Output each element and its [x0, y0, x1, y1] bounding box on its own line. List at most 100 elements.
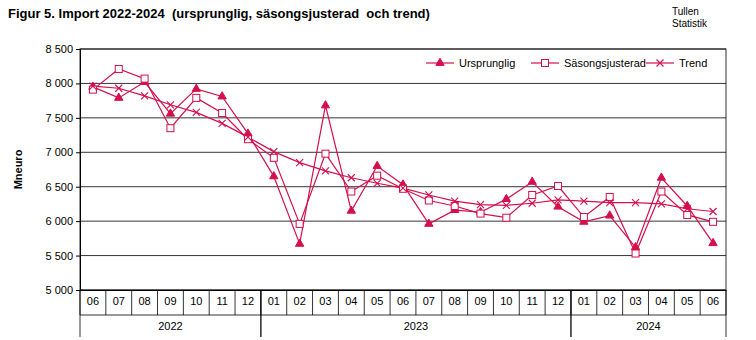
data-point	[193, 94, 200, 101]
data-point	[477, 201, 484, 208]
category-separator	[209, 290, 210, 315]
y-axis-title: Mneuro	[12, 149, 24, 189]
category-separator	[622, 290, 623, 315]
x-tick: 03	[319, 290, 331, 307]
x-tick-label: 08	[138, 295, 150, 307]
group-separator	[726, 290, 727, 337]
y-tick-label: 6 000	[45, 215, 73, 227]
x-tick: 05	[371, 290, 383, 307]
data-point	[167, 101, 174, 108]
x-tick: 11	[526, 290, 537, 307]
data-point	[321, 101, 329, 108]
x-axis: 0607080910111201020304050607080910111201…	[81, 290, 727, 307]
group-label: 2022	[158, 320, 182, 332]
y-tick-mark	[76, 221, 80, 222]
x-tick: 07	[113, 290, 125, 307]
category-separator	[493, 290, 494, 315]
x-tick-label: 09	[164, 295, 176, 307]
data-point	[244, 129, 252, 136]
x-tick-label: 02	[604, 295, 616, 307]
y-tick: 7 000	[45, 146, 80, 158]
series-line	[93, 86, 713, 211]
category-separator	[596, 290, 597, 315]
data-point	[400, 185, 407, 192]
x-tick-label: 06	[87, 295, 99, 307]
annotation: Statistik	[672, 18, 708, 29]
x-tick-label: 10	[190, 295, 202, 307]
x-tick-label: 03	[629, 295, 641, 307]
data-point	[606, 211, 614, 218]
legend-item: Ursprunglig	[426, 57, 515, 69]
x-tick: 06	[397, 290, 409, 307]
data-point	[580, 198, 587, 205]
x-axis-line	[81, 290, 727, 291]
data-point	[658, 188, 665, 195]
y-tick-label: 7 000	[45, 146, 73, 158]
x-tick-label: 05	[371, 295, 383, 307]
x-tick: 04	[345, 290, 357, 307]
x-tick: 02	[604, 290, 616, 307]
x-tick-label: 08	[449, 295, 461, 307]
x-tick-label: 07	[423, 295, 435, 307]
y-tick-mark	[76, 83, 80, 84]
x-tick-label: 05	[681, 295, 693, 307]
y-axis: 5 0005 5006 0006 5007 0007 5008 0008 500	[45, 43, 80, 296]
legend: Ursprunglig SäsongsjusteradTrend	[426, 57, 707, 69]
y-tick-label: 8 000	[45, 77, 73, 89]
x-tick: 01	[578, 290, 590, 307]
data-point	[219, 120, 226, 127]
data-point	[141, 92, 148, 99]
series-line	[93, 82, 713, 247]
category-separator	[390, 290, 391, 315]
category-separator	[519, 290, 520, 315]
data-point	[555, 183, 562, 190]
y-tick: 8 500	[45, 43, 80, 55]
category-separator	[700, 290, 701, 315]
data-point	[193, 109, 200, 116]
category-separator	[415, 290, 416, 315]
grid	[80, 49, 726, 290]
series-area	[89, 65, 717, 257]
category-row-line	[80, 315, 726, 316]
group-label: 2024	[636, 320, 660, 332]
data-point	[115, 93, 123, 100]
x-tick-label: 04	[345, 295, 357, 307]
data-point	[529, 200, 536, 207]
data-point	[710, 208, 717, 215]
data-point	[529, 191, 536, 198]
x-tick: 10	[190, 290, 202, 307]
data-point	[451, 198, 458, 205]
grid-line	[80, 83, 726, 84]
legend-item: Säsongsjusterad	[531, 57, 646, 69]
y-tick-mark	[76, 187, 80, 188]
y-tick: 5 000	[45, 284, 80, 296]
title: Figur 5. Import 2022-2024 (ursprunglig, …	[8, 6, 430, 21]
x-tick: 12	[552, 290, 564, 307]
data-point	[89, 86, 96, 93]
data-point	[270, 154, 277, 161]
y-tick: 6 500	[45, 181, 80, 193]
x-tick: 06	[87, 290, 99, 307]
data-point	[683, 201, 691, 208]
group-separator	[260, 290, 261, 337]
data-point	[503, 202, 510, 209]
data-point	[167, 125, 174, 132]
category-separator	[338, 290, 339, 315]
data-point	[425, 191, 432, 198]
data-point	[580, 214, 587, 221]
legend-item: Trend	[646, 57, 707, 69]
category-separator	[545, 290, 546, 315]
group-separator	[570, 290, 571, 337]
x-tick-label: 03	[319, 295, 331, 307]
data-point	[710, 218, 717, 225]
data-point	[503, 214, 510, 221]
x-tick-label: 04	[655, 295, 667, 307]
x-tick-label: 02	[294, 295, 306, 307]
category-separator	[648, 290, 649, 315]
y-tick-mark	[76, 290, 80, 291]
data-point	[322, 167, 329, 174]
data-point	[400, 185, 407, 192]
data-point	[270, 172, 278, 179]
x-tick: 06	[707, 290, 719, 307]
data-point	[502, 194, 510, 201]
